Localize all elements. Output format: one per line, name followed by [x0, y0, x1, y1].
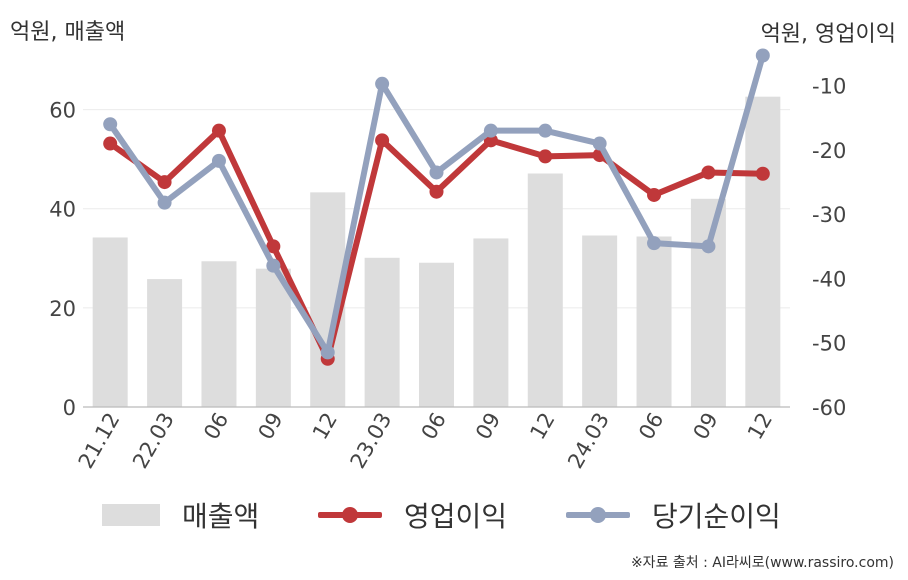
point-net-income	[157, 195, 172, 210]
bar-revenue	[582, 235, 618, 407]
bar-revenue	[92, 237, 128, 407]
x-tick-label: 09	[471, 409, 505, 444]
point-net-income	[375, 76, 390, 91]
bar-revenue	[255, 268, 291, 407]
point-operating-profit	[701, 165, 716, 180]
x-tick-label: 06	[634, 409, 668, 444]
legend-swatch-net-income	[566, 504, 630, 526]
legend-swatch-revenue	[102, 504, 160, 526]
right-tick-label: -20	[812, 139, 846, 163]
legend: 매출액 영업이익 당기순이익	[0, 490, 908, 540]
legend-item-operating-profit: 영업이익	[318, 490, 507, 540]
bar-revenue	[636, 236, 672, 407]
left-tick-label: 60	[49, 99, 76, 123]
x-tick-label: 12	[308, 409, 342, 444]
line-series	[103, 48, 770, 366]
point-operating-profit	[157, 175, 172, 190]
point-net-income	[103, 117, 118, 132]
bar-series	[92, 96, 781, 407]
point-operating-profit	[103, 136, 118, 151]
bar-revenue	[419, 262, 454, 407]
bar-revenue	[690, 198, 726, 407]
point-net-income	[211, 153, 226, 168]
left-tick-label: 0	[63, 396, 76, 420]
right-tick-label: -50	[812, 332, 846, 356]
x-tick-label: 12	[743, 409, 777, 444]
right-tick-label: -10	[812, 75, 846, 99]
x-tick-label: 09	[254, 409, 288, 444]
x-tick-label: 09	[689, 409, 723, 444]
point-net-income	[266, 258, 281, 273]
point-net-income	[755, 48, 770, 63]
legend-item-net-income: 당기순이익	[566, 490, 781, 540]
left-tick-label: 20	[49, 297, 76, 321]
point-operating-profit	[211, 123, 226, 138]
point-net-income	[701, 239, 716, 254]
left-tick-label: 40	[49, 198, 76, 222]
legend-swatch-operating-profit	[318, 504, 382, 526]
bar-revenue	[745, 96, 781, 407]
right-axis-unit-label: 억원, 영업이익	[760, 22, 896, 47]
point-operating-profit	[429, 184, 444, 199]
point-net-income	[647, 236, 662, 251]
x-tick-label: 12	[525, 409, 559, 444]
x-tick-label: 06	[199, 409, 233, 444]
left-axis-unit-label: 억원, 매출액	[10, 20, 126, 45]
point-operating-profit	[538, 149, 553, 164]
chart-canvas: 0 20 40 60 -60 -50 -40 -30 -20 -10 21.12 22.03 06 09 1…	[49, 48, 846, 473]
bar-revenue	[473, 238, 509, 407]
point-operating-profit	[755, 166, 770, 181]
bar-revenue	[527, 173, 563, 407]
legend-label-operating-profit: 영업이익	[404, 500, 508, 533]
legend-item-revenue: 매출액	[102, 490, 259, 540]
right-tick-label: -30	[812, 203, 846, 227]
point-net-income	[592, 136, 607, 151]
right-tick-label: -60	[812, 396, 846, 420]
right-tick-label: -40	[812, 267, 846, 291]
point-operating-profit	[266, 239, 281, 254]
bar-revenue	[201, 261, 237, 407]
point-net-income	[429, 165, 444, 180]
point-operating-profit	[647, 187, 662, 202]
legend-label-revenue: 매출액	[182, 500, 260, 533]
x-tick-label: 22.03	[128, 409, 179, 473]
x-tick-label: 23.03	[346, 409, 397, 473]
point-net-income	[320, 345, 335, 360]
bar-revenue	[147, 279, 183, 407]
x-tick-label: 24.03	[563, 409, 614, 473]
x-tick-label: 21.12	[74, 409, 125, 473]
x-tick-label: 06	[417, 409, 451, 444]
legend-label-net-income: 당기순이익	[652, 500, 781, 533]
point-net-income	[483, 123, 498, 138]
point-net-income	[538, 123, 553, 138]
source-credit: ※자료 출처 : AI라씨로(www.rassiro.com)	[630, 555, 894, 571]
bar-revenue	[364, 257, 400, 407]
point-operating-profit	[375, 133, 390, 148]
